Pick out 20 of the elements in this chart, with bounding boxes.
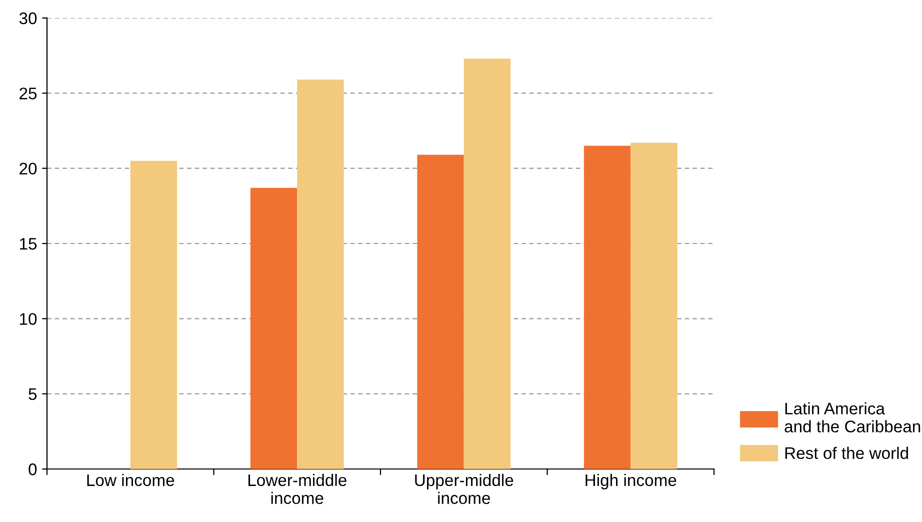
bar	[417, 154, 464, 469]
bar	[297, 80, 344, 469]
bar	[130, 160, 178, 469]
x-tick-label: High income	[586, 474, 676, 490]
y-tick-label: 20	[20, 162, 37, 175]
bar	[464, 58, 511, 469]
bar	[630, 142, 678, 469]
y-tick-label: 30	[19, 12, 37, 24]
bar	[250, 188, 298, 469]
y-tick-label: 10	[20, 313, 37, 325]
bar	[584, 146, 631, 469]
legend-label: Latin America and the Caribbean	[784, 402, 920, 432]
y-tick-label: 0	[28, 463, 37, 476]
legend-label: Rest of the world	[785, 446, 908, 460]
y-tick-label: 15	[20, 238, 37, 250]
x-tick-label: Upper-middle income	[415, 474, 514, 504]
x-tick-label: Low income	[87, 474, 174, 486]
y-tick-label: 25	[20, 88, 37, 100]
x-tick-label: Lower-middle income	[248, 474, 346, 504]
y-tick-label: 5	[28, 388, 37, 400]
